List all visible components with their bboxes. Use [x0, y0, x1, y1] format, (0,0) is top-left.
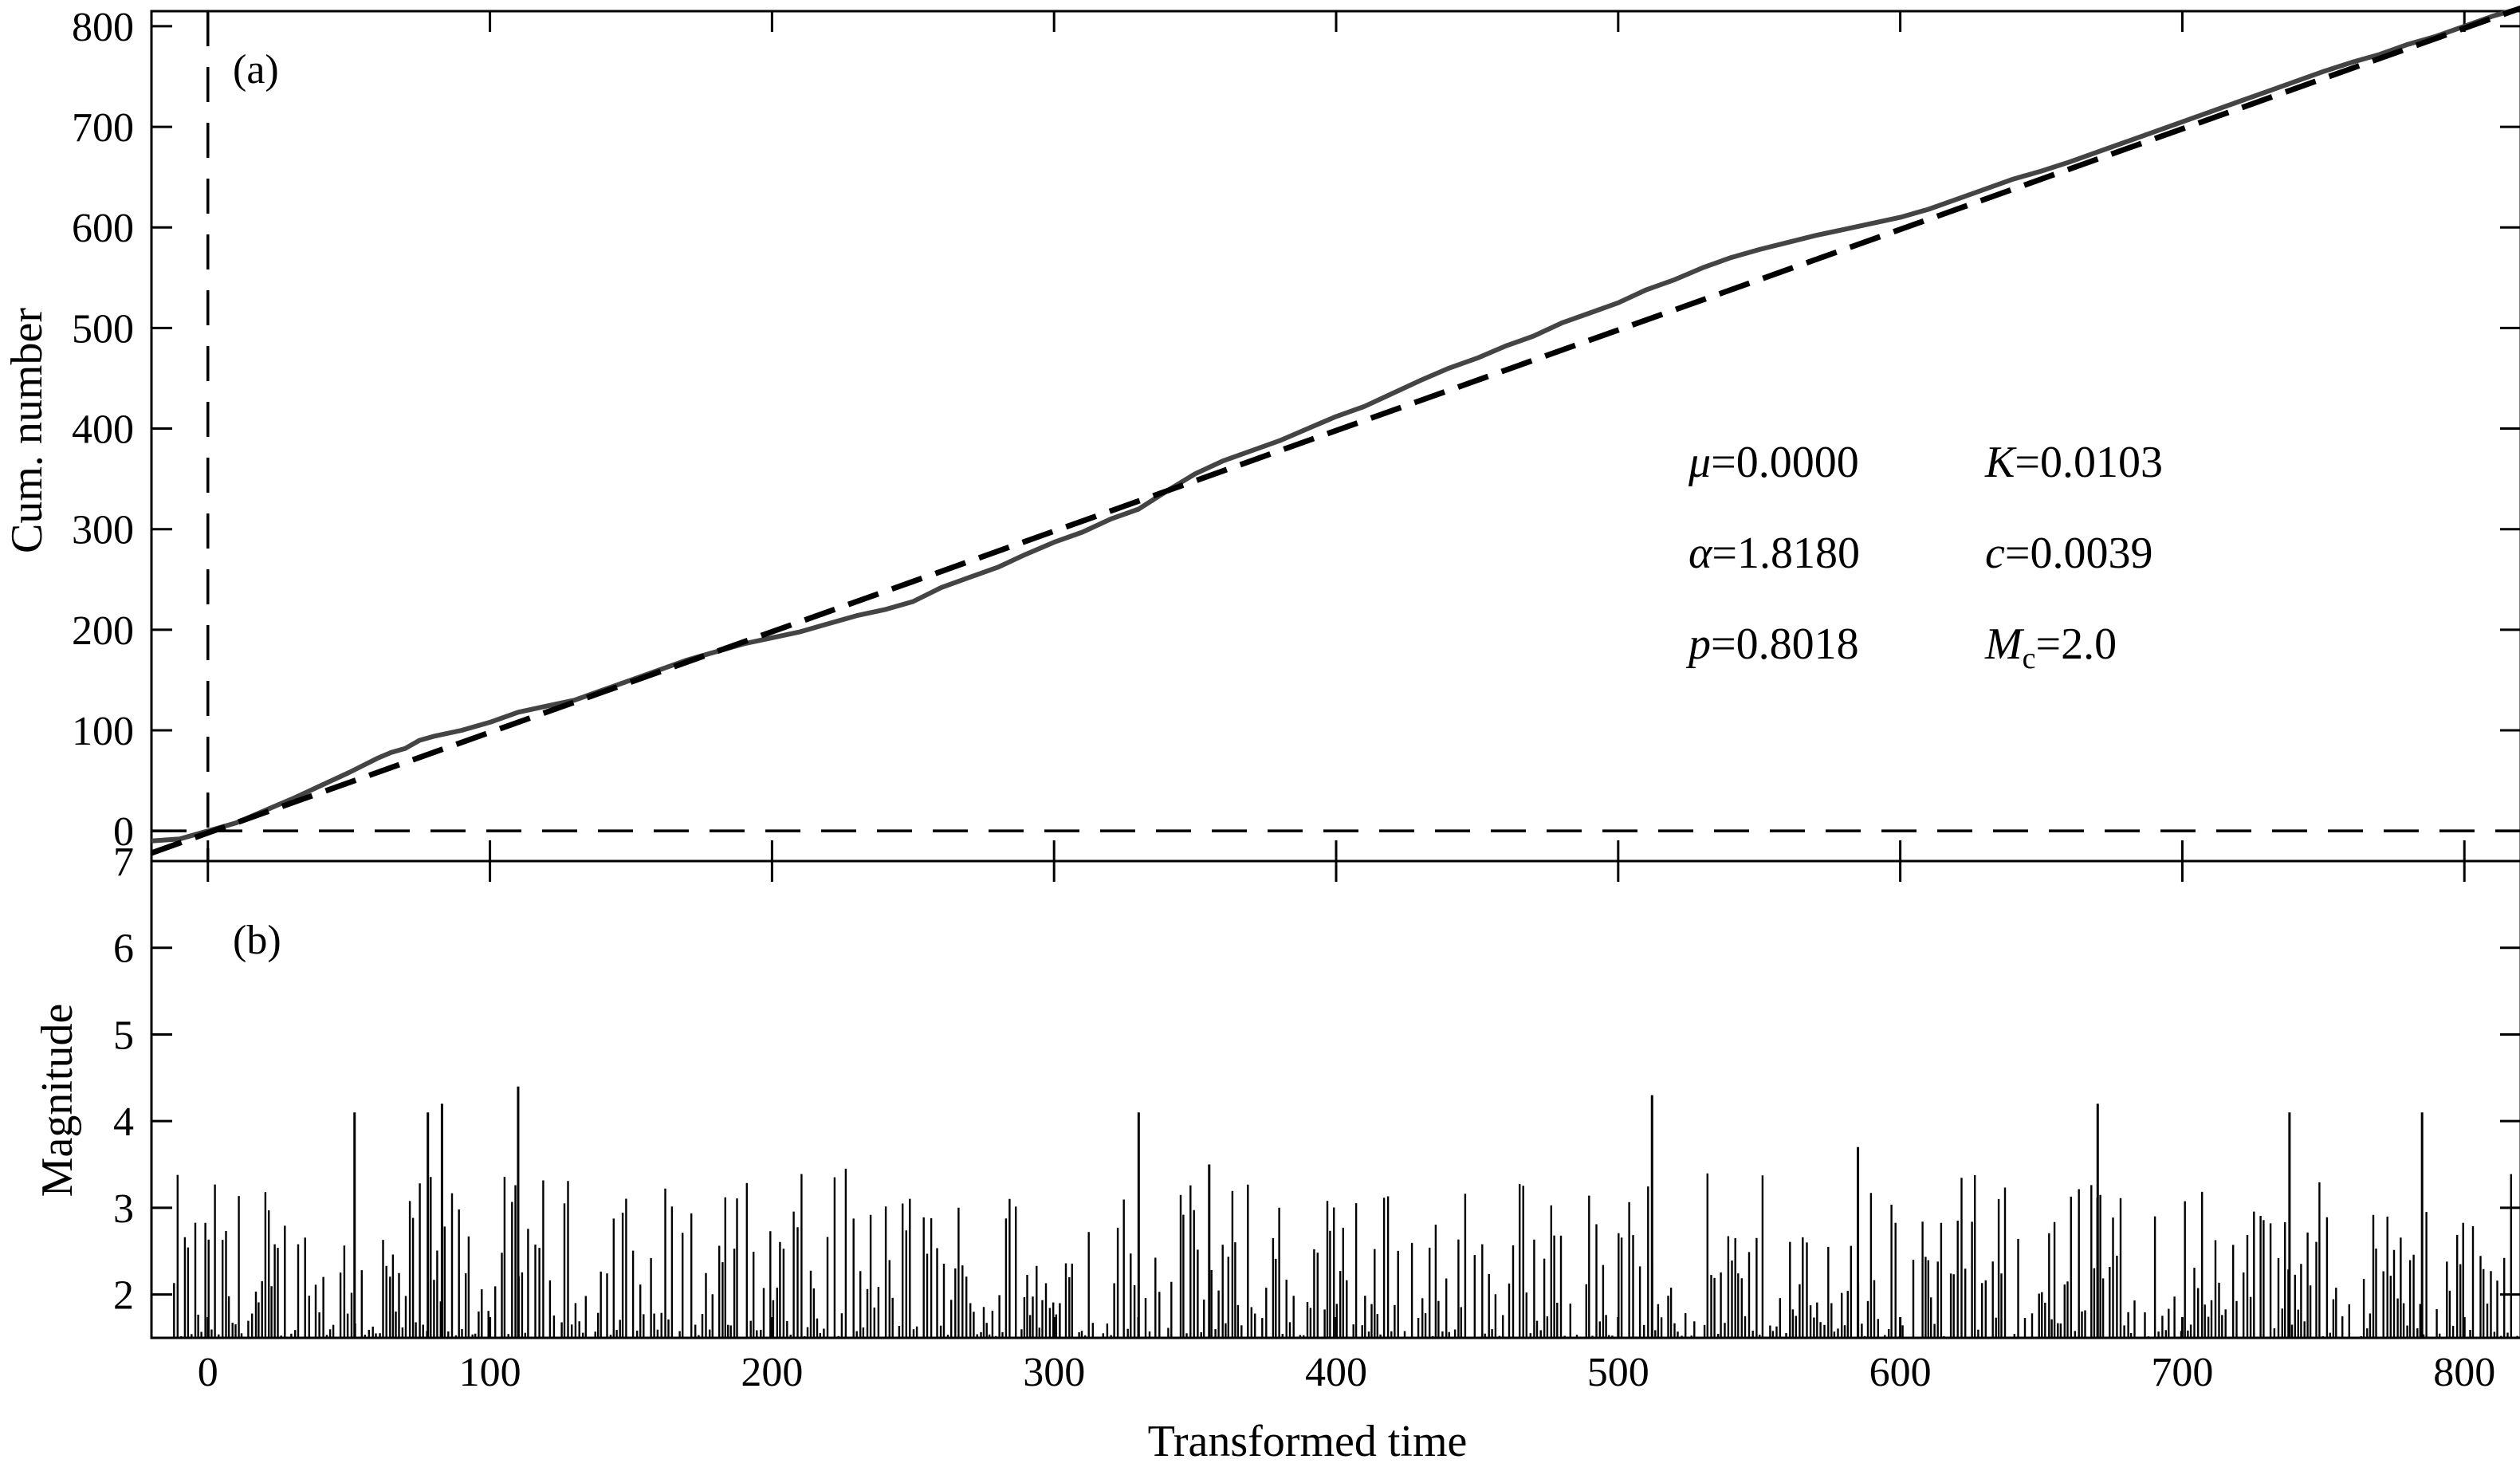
y-tick-label-b: 6	[113, 926, 134, 972]
fit-line-dashed	[150, 5, 2520, 856]
panel-a-series	[150, 5, 2520, 856]
panel-b-magnitude: 2 3 4 5 6 7 0 100 200 300 400 500 600 700 800 (b) Mag…	[33, 840, 2520, 1466]
x-tick-label: 0	[198, 1350, 218, 1395]
panel-b-frame	[150, 859, 2520, 1339]
x-tick-label: 400	[1305, 1350, 1367, 1395]
y-tick-label-a: 100	[72, 709, 134, 754]
x-tick-label: 300	[1023, 1350, 1085, 1395]
panel-a-cumulative-number: 0 100 200 300 400 500 600 700 800 (a) Cum. numbe…	[2, 5, 2520, 863]
panel-a-y-tick-labels: 0 100 200 300 400 500 600 700 800	[72, 5, 134, 855]
panel-a-ticks	[151, 11, 2520, 861]
y-tick-label-a: 200	[72, 608, 134, 654]
panel-a-label: (a)	[233, 47, 279, 92]
x-tick-label: 500	[1587, 1350, 1649, 1395]
y-tick-label-b: 4	[113, 1099, 134, 1145]
y-tick-label-b: 5	[113, 1013, 134, 1058]
x-tick-label: 800	[2433, 1350, 2495, 1395]
param-mu: μ=0.0000	[1688, 438, 1859, 487]
param-c: c=0.0039	[1985, 529, 2152, 578]
x-axis-title: Transformed time	[1148, 1417, 1468, 1466]
x-tick-label: 100	[459, 1350, 521, 1395]
param-k: K=0.0103	[1984, 438, 2163, 487]
param-p: p=0.8018	[1685, 619, 1859, 669]
observed-cumulative-line	[151, 6, 2520, 844]
y-tick-label-b: 2	[113, 1273, 134, 1319]
x-tick-label: 600	[1869, 1350, 1932, 1395]
y-tick-label-a: 500	[72, 306, 134, 352]
y-tick-label-a: 400	[72, 407, 134, 453]
y-tick-label-a: 700	[72, 105, 134, 151]
parameter-annotations: μ=0.0000 K=0.0103 α=1.8180 c=0.0039 p=0.…	[1685, 438, 2163, 675]
panel-a-y-axis-title: Cum. number	[2, 308, 52, 553]
y-tick-label-a: 0	[113, 809, 134, 855]
panel-b-y-axis-title: Magnitude	[33, 1004, 82, 1198]
panel-b-ticks	[151, 859, 2520, 1338]
panel-b-magnitude-bars	[173, 1086, 2518, 1338]
y-tick-label-b: 3	[113, 1186, 134, 1232]
y-tick-label-a: 600	[72, 206, 134, 251]
y-tick-label-a: 800	[72, 5, 134, 50]
x-tick-label: 200	[741, 1350, 803, 1395]
panel-b-y-tick-labels: 2 3 4 5 6 7	[113, 840, 134, 1319]
x-tick-label: 700	[2151, 1350, 2213, 1395]
y-tick-label-b: 7	[113, 840, 134, 885]
panel-a-frame	[150, 10, 2520, 863]
param-mc: Mc=2.0	[1984, 619, 2117, 675]
panel-b-label: (b)	[233, 918, 281, 963]
y-tick-label-a: 300	[72, 508, 134, 553]
x-tick-labels: 0 100 200 300 400 500 600 700 800	[198, 1350, 2495, 1395]
param-alpha: α=1.8180	[1689, 529, 1860, 578]
